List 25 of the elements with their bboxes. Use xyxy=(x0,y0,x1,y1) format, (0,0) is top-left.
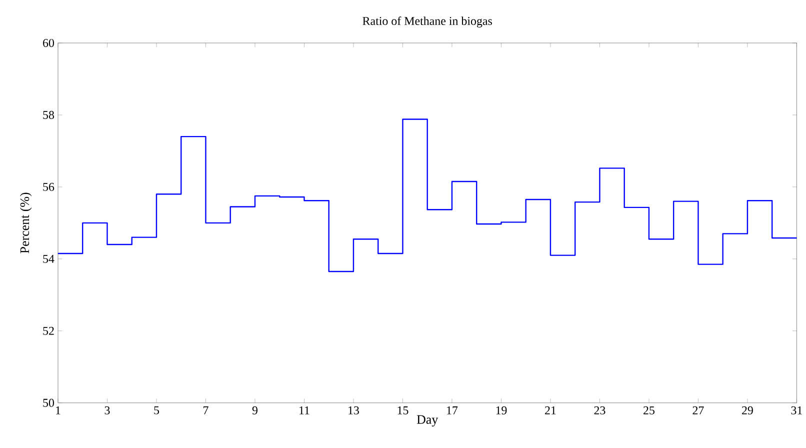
chart-title: Ratio of Methane in biogas xyxy=(362,16,492,28)
x-tick-label: 11 xyxy=(300,406,310,414)
y-tick-label: 54 xyxy=(43,254,54,263)
x-axis-title: Day xyxy=(416,415,438,427)
x-tick-label: 29 xyxy=(742,406,753,414)
x-tick-label: 9 xyxy=(252,406,258,414)
x-tick-label: 31 xyxy=(791,406,802,414)
x-tick-label: 3 xyxy=(104,406,110,414)
y-tick-label: 52 xyxy=(43,326,54,335)
y-tick-label: 58 xyxy=(43,110,54,120)
y-tick-label: 60 xyxy=(43,39,54,48)
x-tick-label: 27 xyxy=(692,406,704,414)
x-tick-label: 17 xyxy=(447,406,458,414)
x-tick-label: 13 xyxy=(348,406,359,414)
y-axis-title: Percent (%) xyxy=(20,192,32,254)
x-tick-label: 1 xyxy=(56,406,60,414)
x-tick-label: 5 xyxy=(154,406,160,414)
y-tick-label: 56 xyxy=(43,182,54,192)
x-tick-label: 19 xyxy=(496,406,507,414)
x-tick-label: 23 xyxy=(594,406,606,414)
y-tick-label: 50 xyxy=(43,398,54,407)
x-tick-label: 21 xyxy=(545,406,556,414)
x-tick-label: 7 xyxy=(204,406,208,414)
x-tick-label: 25 xyxy=(644,406,654,414)
x-tick-label: 15 xyxy=(398,406,408,414)
